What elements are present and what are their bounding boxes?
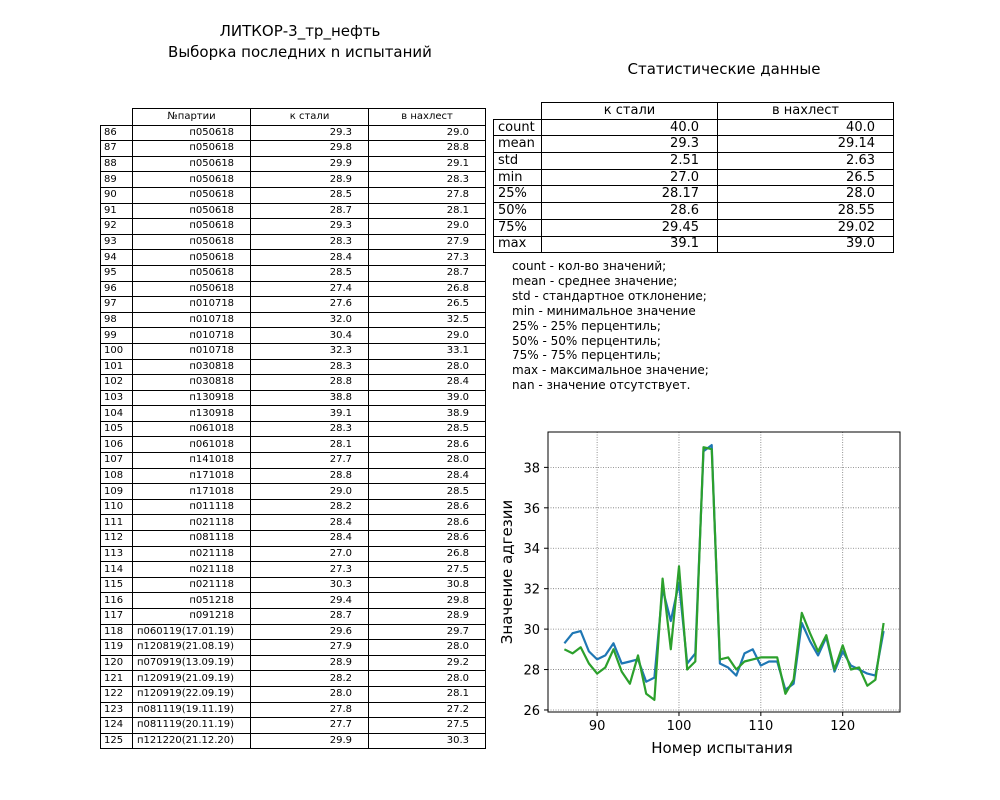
table-row: 88 п050618 29.9 29.1	[100, 155, 487, 173]
y-tick-label: 38	[523, 461, 540, 476]
stat-name: mean	[493, 135, 542, 154]
table-row: 125 п121220(21.12.20) 29.9 30.3	[100, 732, 487, 750]
stat-overlap: 2.63	[717, 152, 894, 170]
stats-title: Статистические данные	[627, 60, 821, 78]
table-row: 90 п050618 28.5 27.8	[100, 186, 487, 204]
table-row: 122 п120919(22.09.19) 28.0 28.1	[100, 685, 487, 703]
y-tick-label: 28	[523, 664, 540, 679]
table-row: 94 п050618 28.4 27.3	[100, 249, 487, 266]
trials-table-header: №партии к стали в нахлест	[101, 108, 487, 126]
table-row: 111 п021118 28.4 28.6	[100, 514, 487, 532]
report-subtitle: Выборка последних n испытаний	[168, 43, 432, 61]
overlap-cell: 30.3	[368, 732, 487, 750]
trials-table-body: 86 п050618 29.3 29.0 87 п050618 29.8 28.8 88 п050…	[100, 124, 487, 750]
y-tick-label: 32	[523, 583, 540, 598]
stats-note: 50% - 50% перцентиль;	[512, 333, 661, 348]
y-axis-label: Значение адгезии	[498, 500, 516, 644]
stats-note: 75% - 75% перцентиль;	[512, 348, 661, 363]
table-row: 100 п010718 32.3 33.1	[100, 342, 487, 360]
stat-steel: 39.1	[541, 235, 718, 254]
table-row: 92 п050618 29.3 29.0	[100, 218, 487, 235]
stats-header-steel: к стали	[541, 102, 718, 120]
stats-table: к стали в нахлест count 40.0 40.0 mean 29.3 2…	[493, 102, 894, 254]
table-row: 116 п051218 29.4 29.8	[100, 592, 487, 609]
stat-name: 75%	[493, 218, 542, 237]
trials-header-batch: №партии	[131, 108, 252, 126]
table-row: 103 п130918 38.8 39.0	[100, 389, 487, 407]
table-row: 93 п050618 28.3 27.9	[100, 233, 487, 251]
table-row: 101 п030818 28.3 28.0	[100, 358, 487, 376]
stats-row: max 39.1 39.0	[493, 235, 894, 254]
stats-row: 75% 29.45 29.02	[493, 218, 894, 237]
table-row: 113 п021118 27.0 26.8	[100, 545, 487, 563]
table-row: 121 п120919(21.09.19) 28.2 28.0	[100, 670, 487, 687]
y-tick-label: 36	[523, 502, 540, 517]
x-axis-label: Номер испытания	[651, 739, 792, 757]
trials-table: №партии к стали в нахлест 86 п050618 29.3 2…	[100, 108, 487, 750]
table-row: 112 п081118 28.4 28.6	[100, 530, 487, 547]
stats-note: count - кол-во значений;	[512, 259, 667, 273]
stats-note: std - стандартное отклонение;	[512, 288, 707, 303]
stats-note: nan - значение отсутствует.	[512, 378, 691, 393]
stats-header-overlap: в нахлест	[717, 102, 894, 120]
series-line-2	[563, 446, 885, 702]
y-tick-label: 34	[523, 542, 540, 557]
stats-row: 25% 28.17 28.0	[493, 185, 894, 204]
stats-notes: count - кол-во значений; mean - среднее з…	[512, 259, 709, 393]
stat-name: max	[493, 235, 542, 254]
stats-row: min 27.0 26.5	[493, 168, 894, 187]
table-row: 109 п171018 29.0 28.5	[100, 483, 487, 500]
table-row: 108 п171018 28.8 28.4	[100, 467, 487, 485]
trials-header-steel: к стали	[250, 108, 370, 126]
table-row: 124 п081119(20.11.19) 27.7 27.5	[100, 717, 487, 734]
x-tick-label: 100	[667, 719, 692, 734]
stat-overlap: 28.0	[717, 185, 894, 204]
stats-table-body: count 40.0 40.0 mean 29.3 29.14 std 2.51 2.63 min…	[493, 118, 894, 254]
x-tick-label: 110	[748, 719, 773, 734]
trials-header-overlap: в нахлест	[368, 108, 487, 126]
x-tick-label: 90	[589, 719, 606, 734]
table-row: 123 п081119(19.11.19) 27.8 27.2	[100, 701, 487, 719]
stats-note: max - максимальное значение;	[512, 363, 709, 378]
stat-overlap: 39.0	[717, 235, 894, 254]
batch-cell: п121220(21.12.20)	[131, 732, 252, 750]
stats-note: mean - среднее значение;	[512, 273, 678, 288]
table-row: 96 п050618 27.4 26.8	[100, 280, 487, 298]
stats-note: min - минимальное значение	[512, 303, 696, 318]
stats-row: mean 29.3 29.14	[493, 135, 894, 154]
stats-note: 25% - 25% перцентиль;	[512, 318, 661, 333]
stat-overlap: 29.14	[717, 135, 894, 154]
plot-frame	[547, 431, 901, 713]
y-tick-label: 26	[523, 704, 540, 719]
table-row: 87 п050618 29.8 28.8	[100, 140, 487, 157]
stats-row: std 2.51 2.63	[493, 152, 894, 170]
y-tick-label: 30	[523, 623, 540, 638]
report-title: ЛИТКОР-3_тр_нефть	[219, 22, 381, 40]
table-row: 89 п050618 28.9 28.3	[100, 171, 487, 188]
stat-name: 50%	[493, 202, 542, 220]
x-tick-label: 120	[830, 719, 855, 734]
stats-table-header: к стали в нахлест	[494, 102, 894, 120]
